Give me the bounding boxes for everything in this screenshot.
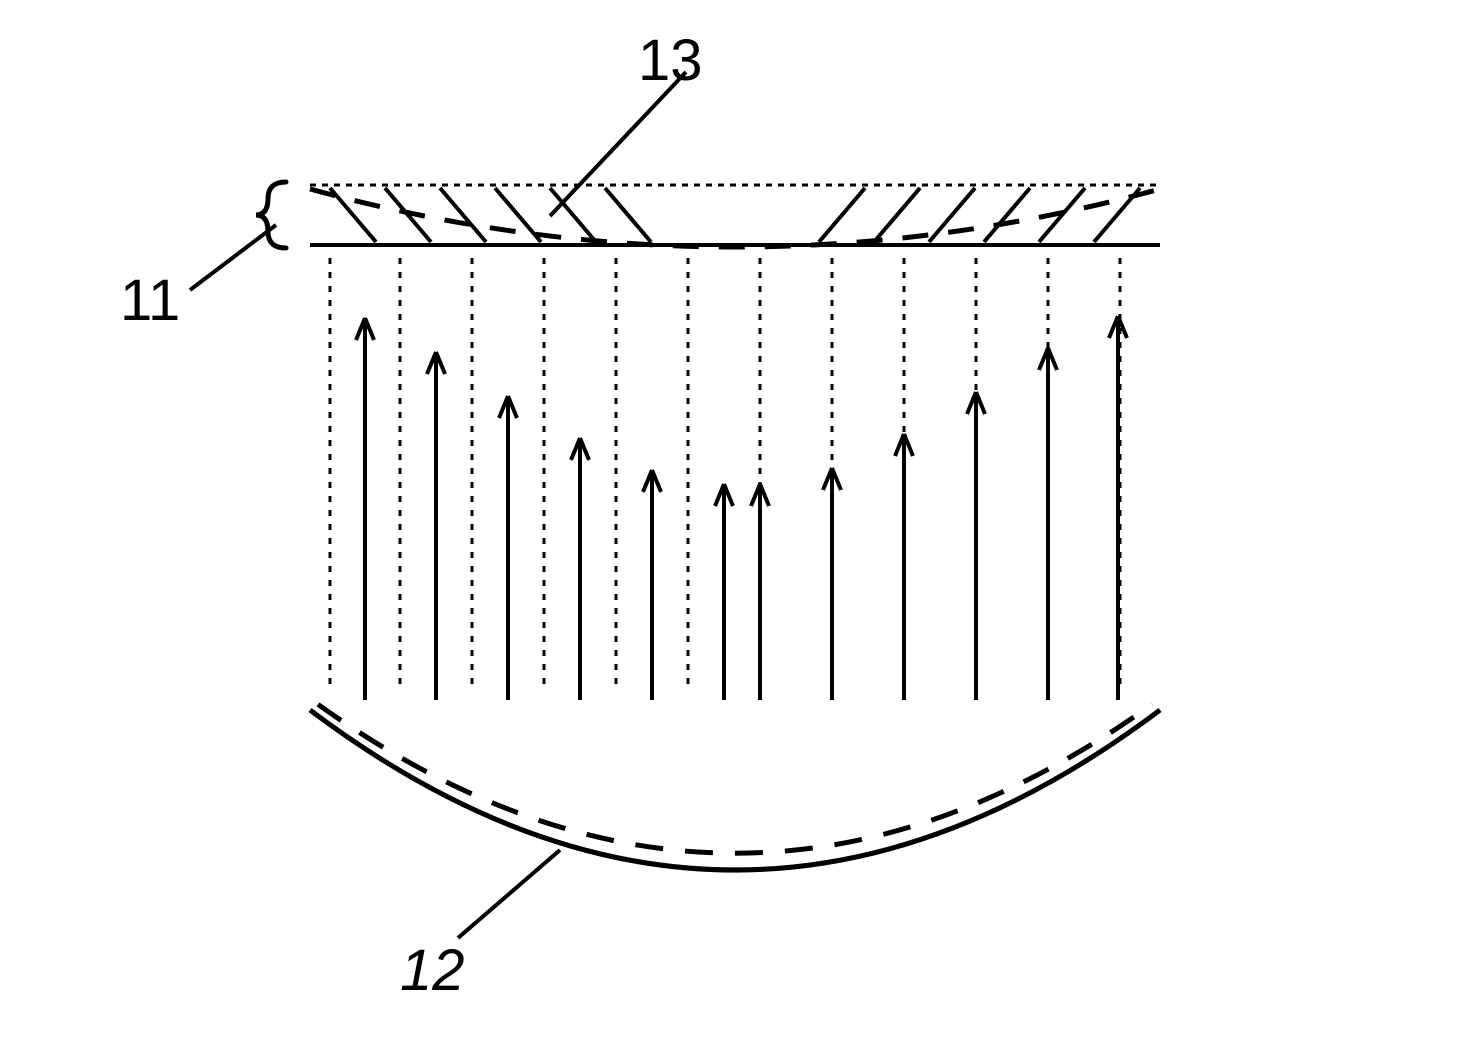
arrow-up [1039,348,1057,700]
top-band-inner-arc [310,189,1160,247]
arrow-up [715,484,733,700]
label-12: 12 [400,938,465,1003]
top-band-hatch [605,188,651,242]
arrow-up [571,438,589,700]
arrow-up [823,468,841,700]
arrow-up [751,484,769,700]
arrow-up [967,392,985,700]
top-band-hatch [874,188,920,242]
arrow-up [356,318,374,700]
arrow-up [643,470,661,700]
arrow-up [1109,316,1127,700]
arrow-up [427,352,445,700]
arrow-up [499,396,517,700]
leader-l13 [550,72,686,216]
top-band-hatch [440,188,486,242]
top-band-hatch [1094,188,1140,242]
leader-l12 [458,850,560,938]
top-band-hatch [984,188,1030,242]
label-11: 11 [120,268,180,333]
label-13: 13 [638,28,703,93]
bottom-bowl-solid [310,710,1160,870]
top-band-hatch [550,188,596,242]
arrow-up [895,434,913,700]
top-band-hatch [495,188,541,242]
bottom-bowl-dashed [318,704,1152,853]
top-band-hatch [819,188,865,242]
top-band-hatch [330,188,376,242]
leader-l11 [190,225,276,290]
